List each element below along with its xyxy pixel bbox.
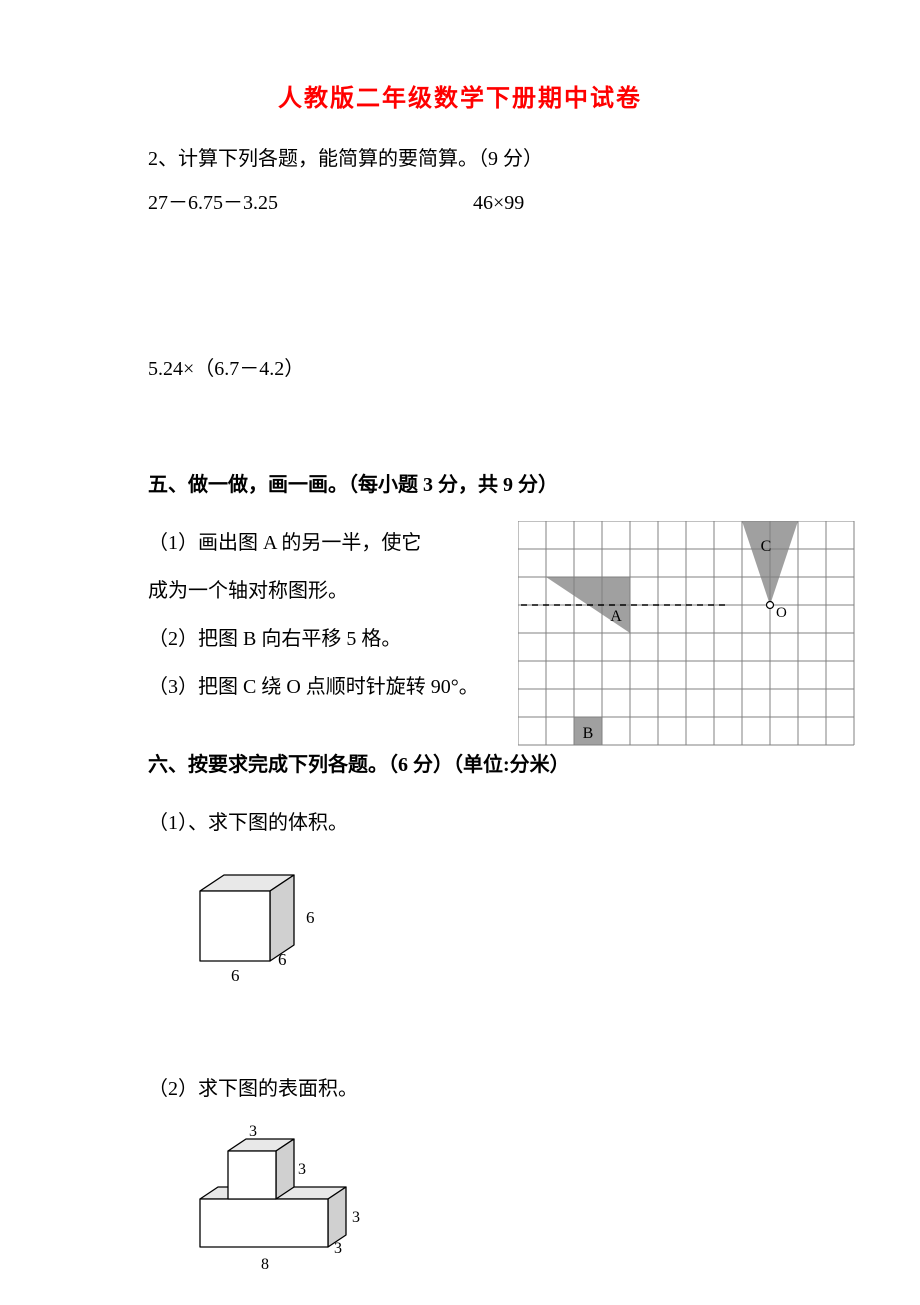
content: 2、计算下列各题，能简算的要简算。（9 分） 27－6.75－3.25 46×9… — [0, 141, 920, 1305]
svg-text:6: 6 — [278, 950, 287, 969]
q2-exprs: 27－6.75－3.25 46×99 — [148, 185, 860, 221]
svg-text:3: 3 — [298, 1161, 306, 1178]
s6-item2: （2）求下图的表面积。 — [148, 1071, 860, 1107]
svg-text:C: C — [761, 538, 772, 555]
section5-text: （1）画出图 A 的另一半，使它 成为一个轴对称图形。 （2）把图 B 向右平移… — [148, 521, 518, 709]
cube-figure: 6 6 6 — [180, 861, 380, 1001]
s5-item1b: 成为一个轴对称图形。 — [148, 569, 518, 613]
svg-text:6: 6 — [231, 966, 240, 985]
svg-text:3: 3 — [249, 1123, 257, 1140]
q2-expr-b: 46×99 — [473, 185, 524, 221]
section5-heading: 五、做一做，画一画。（每小题 3 分，共 9 分） — [148, 467, 860, 503]
page-title: 人教版二年级数学下册期中试卷 — [0, 0, 920, 113]
s6-item1: （1）、求下图的体积。 — [148, 805, 860, 841]
s5-item1a: （1）画出图 A 的另一半，使它 — [148, 521, 518, 565]
s5-item2: （2）把图 B 向右平移 5 格。 — [148, 617, 518, 661]
grid-figure: A B C O — [518, 521, 858, 753]
svg-text:O: O — [776, 605, 787, 621]
svg-text:3: 3 — [352, 1209, 360, 1226]
composite-figure: 33338 — [180, 1123, 420, 1293]
svg-text:B: B — [583, 725, 594, 742]
svg-text:A: A — [610, 608, 622, 625]
section5-wrap: （1）画出图 A 的另一半，使它 成为一个轴对称图形。 （2）把图 B 向右平移… — [148, 521, 860, 709]
svg-text:3: 3 — [334, 1240, 342, 1257]
q2-expr-a: 27－6.75－3.25 — [148, 185, 468, 221]
svg-text:6: 6 — [306, 908, 315, 927]
q2-prompt: 2、计算下列各题，能简算的要简算。（9 分） — [148, 141, 860, 177]
s5-item3: （3）把图 C 绕 O 点顺时针旋转 90°。 — [148, 665, 518, 709]
svg-text:8: 8 — [261, 1256, 269, 1273]
q2-expr-c: 5.24×（6.7－4.2） — [148, 351, 860, 387]
